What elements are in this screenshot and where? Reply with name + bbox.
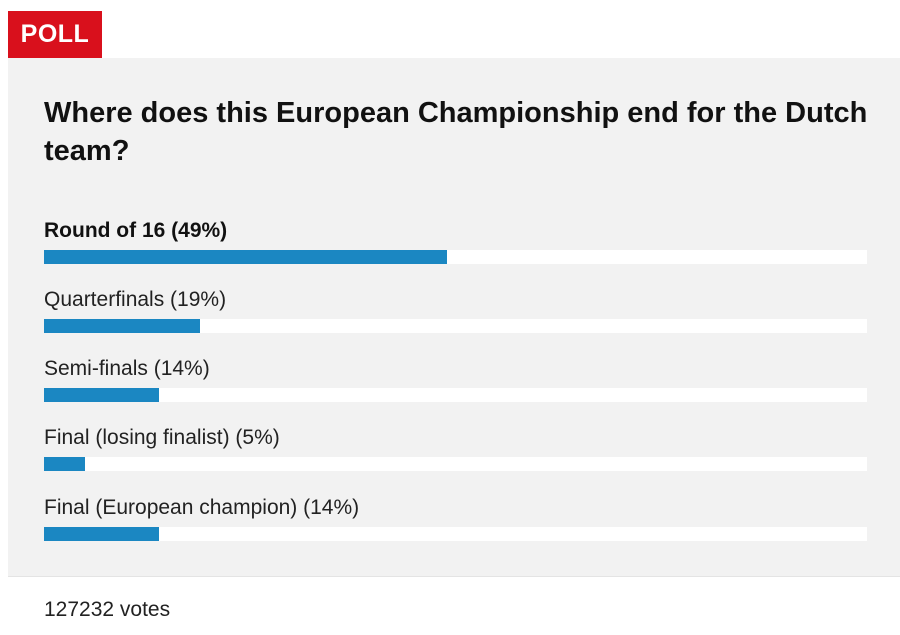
result-bar-fill xyxy=(44,388,160,402)
poll-option-label: Semi-finals (14%) xyxy=(44,357,210,380)
poll-option-label: Quarterfinals (19%) xyxy=(44,288,227,311)
poll-badge: POLL xyxy=(8,11,102,58)
result-bar-fill xyxy=(44,250,448,264)
result-bar-fill xyxy=(44,457,86,471)
poll-option-round-of-16[interactable]: Round of 16 (49%) xyxy=(44,218,867,264)
result-bar-fill xyxy=(44,527,160,541)
poll-panel: Where does this European Championship en… xyxy=(8,58,900,576)
poll-option-semi-finals[interactable]: Semi-finals (14%) xyxy=(44,356,867,402)
result-bar-track xyxy=(44,319,867,333)
poll-option-label: Final (European champion) (14%) xyxy=(44,496,360,519)
vote-count: 127232 votes xyxy=(44,598,171,621)
poll-option-final-european-champion[interactable]: Final (European champion) (14%) xyxy=(44,495,867,541)
result-bar-track xyxy=(44,527,867,541)
result-bar-track xyxy=(44,250,867,264)
poll-option-label: Final (losing finalist) (5%) xyxy=(44,426,280,449)
result-bar-track xyxy=(44,457,867,471)
poll-option-label: Round of 16 (49%) xyxy=(44,219,228,242)
result-bar-track xyxy=(44,388,867,402)
poll-option-final-losing-finalist[interactable]: Final (losing finalist) (5%) xyxy=(44,425,867,471)
result-bar-fill xyxy=(44,319,201,333)
poll-option-quarterfinals[interactable]: Quarterfinals (19%) xyxy=(44,287,867,333)
poll-footer: 127232 votes xyxy=(8,576,900,635)
poll-question: Where does this European Championship en… xyxy=(44,97,868,167)
